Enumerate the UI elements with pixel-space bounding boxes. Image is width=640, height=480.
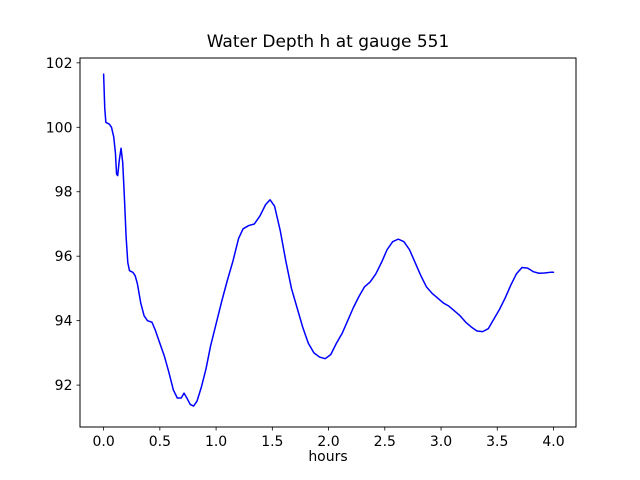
x-tick-label: 1.0 <box>205 434 227 450</box>
x-tick-label: 3.5 <box>486 434 508 450</box>
x-tick-label: 2.5 <box>374 434 396 450</box>
y-tick-label: 98 <box>55 185 73 201</box>
y-tick-label: 102 <box>46 56 73 72</box>
y-tick-label: 92 <box>55 378 73 394</box>
plot-area <box>80 58 576 427</box>
x-tick-label: 0.0 <box>92 434 114 450</box>
chart-title: Water Depth h at gauge 551 <box>207 32 450 52</box>
y-axis-ticks: 92 94 96 98 100 102 <box>46 56 80 394</box>
x-tick-label: 3.0 <box>430 434 452 450</box>
x-axis-label: hours <box>308 449 347 465</box>
x-tick-label: 4.0 <box>542 434 564 450</box>
axes-spines <box>79 57 577 428</box>
y-tick-label: 96 <box>55 249 73 265</box>
data-line-water-depth <box>102 73 555 407</box>
x-tick-label: 0.5 <box>149 434 171 450</box>
x-tick-label: 2.0 <box>317 434 339 450</box>
x-tick-label: 1.5 <box>261 434 283 450</box>
y-tick-label: 100 <box>46 120 73 136</box>
x-axis-ticks: 0.0 0.5 1.0 1.5 2.0 2.5 3.0 3.5 4.0 <box>92 427 565 450</box>
y-tick-label: 94 <box>55 314 73 330</box>
